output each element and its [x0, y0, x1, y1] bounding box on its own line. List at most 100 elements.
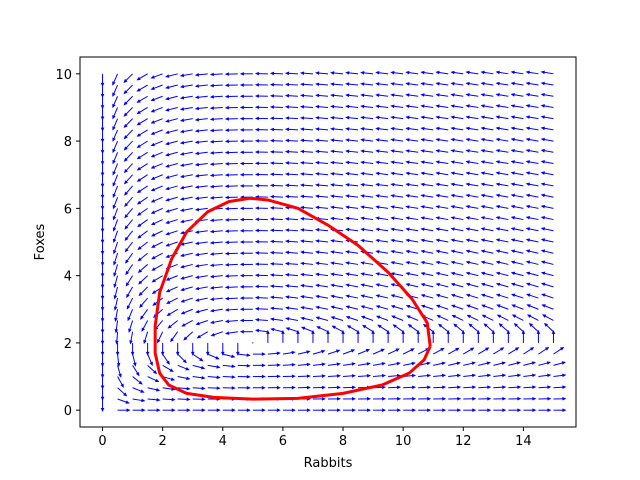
arrow-head [480, 249, 485, 254]
arrow [388, 408, 402, 412]
arrow-head [360, 115, 365, 120]
arrow [508, 385, 522, 389]
arrow [327, 374, 341, 378]
arrow-shaft [333, 206, 344, 209]
arrow-head [209, 308, 215, 313]
arrow-shaft [113, 107, 119, 117]
arrow-shaft [498, 272, 509, 277]
arrow-shaft [127, 286, 134, 296]
arrow [224, 150, 238, 155]
arrow-shaft [393, 128, 404, 131]
arrow-head [284, 239, 290, 244]
arrow [406, 315, 419, 321]
arrow-head [209, 286, 215, 290]
arrow [495, 149, 509, 153]
arrow [284, 239, 298, 244]
arrow [438, 323, 449, 333]
arrow-head [390, 304, 396, 309]
arrow [269, 105, 283, 109]
arrow-shaft [393, 116, 404, 120]
arrow-head [360, 160, 365, 165]
arrow-shaft [348, 284, 359, 288]
arrow-shaft [167, 73, 178, 77]
arrow-head [224, 105, 229, 110]
arrow [220, 342, 225, 356]
arrow [375, 294, 389, 299]
arrow-head [209, 106, 214, 110]
arrow [113, 297, 119, 311]
arrow-shaft [545, 324, 554, 333]
arrow [165, 196, 178, 202]
arrow-shaft [130, 331, 134, 342]
arrow [375, 138, 389, 142]
arrow-head [246, 363, 251, 368]
arrow [254, 127, 268, 132]
arrow-head [330, 294, 335, 299]
arrow [390, 149, 404, 153]
arrow-head [390, 82, 395, 86]
arrow [330, 138, 344, 142]
arrow [540, 204, 554, 209]
arrow [435, 104, 449, 108]
arrow [166, 297, 178, 304]
arrow [285, 284, 298, 288]
arrow-shaft [378, 72, 389, 75]
arrow-shaft [513, 261, 524, 265]
arrow-head [165, 96, 170, 101]
arrow [167, 320, 179, 329]
arrow-shaft [438, 228, 449, 232]
arrow-head [269, 206, 275, 210]
arrow-shaft [530, 324, 539, 333]
arrow-head [180, 264, 185, 269]
arrow-shaft [408, 94, 419, 97]
arrow-head [502, 385, 507, 389]
arrow-shaft [513, 116, 524, 120]
arrow-head [185, 367, 190, 371]
arrow-head [284, 261, 290, 266]
arrow-shaft [182, 219, 193, 223]
arrow [112, 185, 119, 199]
arrow-head [450, 137, 455, 142]
arrow-head [330, 127, 335, 131]
arrow-head [285, 306, 290, 310]
arrow [125, 252, 134, 264]
arrow-shaft [423, 239, 434, 243]
arrow-head [390, 171, 395, 176]
arrow [465, 282, 479, 288]
arrow-shaft [113, 241, 119, 252]
arrow [124, 208, 133, 219]
arrow [390, 138, 404, 142]
arrow-shaft [528, 283, 539, 288]
arrow-shaft [237, 353, 248, 356]
arrow-shaft [453, 71, 464, 75]
arrow-shaft [212, 174, 223, 176]
arrow [300, 71, 314, 75]
arrow-shaft [393, 195, 404, 198]
arrow-head [209, 218, 214, 223]
arrow-head [495, 81, 500, 86]
arrow-head [209, 252, 214, 256]
arrow [390, 205, 404, 209]
arrow-head [480, 93, 485, 97]
arrow-head [345, 160, 350, 165]
arrow-head [330, 216, 335, 221]
arrow [480, 149, 494, 153]
arrow-head [133, 362, 137, 367]
arrow-head [129, 340, 133, 345]
arrow-shaft [529, 315, 539, 321]
arrow-head [239, 172, 244, 177]
arrow-head [100, 194, 105, 199]
arrow [405, 205, 419, 209]
arrow [495, 282, 509, 288]
arrow-shaft [257, 319, 268, 321]
arrow-shaft [378, 172, 389, 176]
arrow-shaft [287, 72, 298, 75]
arrow [510, 171, 524, 176]
arrow-shaft [463, 386, 474, 389]
arrow-shaft [394, 325, 404, 333]
arrow [267, 385, 281, 390]
arrow-head [300, 194, 305, 199]
arrow [418, 373, 432, 378]
arrow-shaft [378, 239, 389, 243]
arrow-head [450, 115, 455, 120]
